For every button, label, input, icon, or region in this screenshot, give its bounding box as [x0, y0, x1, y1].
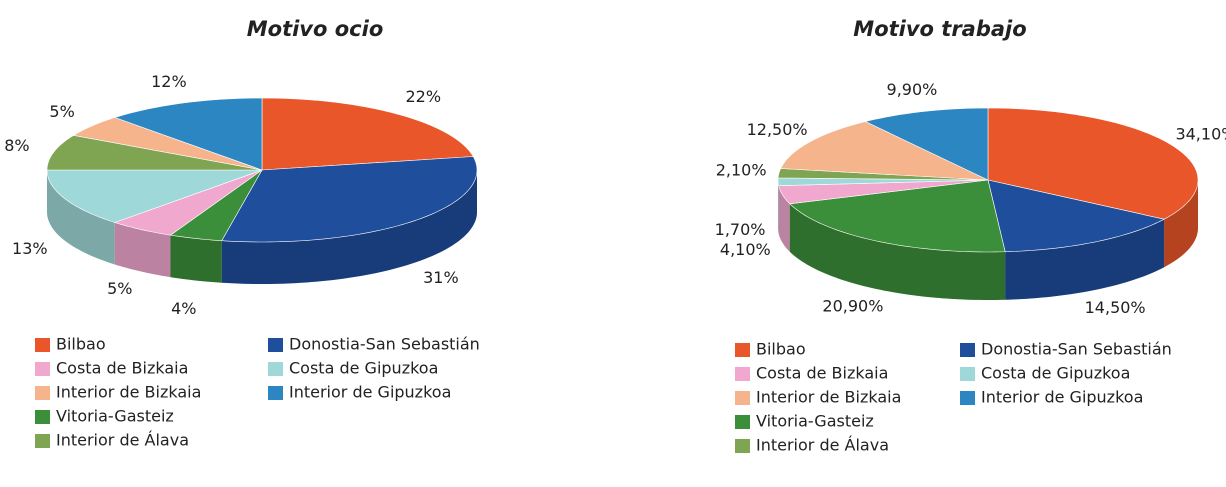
legend-label: Bilbao	[756, 340, 806, 359]
slice	[113, 97, 263, 171]
slice	[261, 97, 474, 171]
data-label: 22%	[405, 87, 441, 106]
legend-swatch	[268, 338, 283, 352]
legend-swatch	[35, 386, 50, 400]
slice	[778, 179, 989, 205]
data-label: 12%	[151, 72, 187, 91]
slice	[864, 107, 989, 181]
legend-label: Interior de Álava	[56, 431, 189, 450]
legend-swatch	[960, 343, 975, 357]
slice-side-shade	[170, 235, 222, 283]
slice	[169, 169, 263, 242]
legend-label: Vitoria-Gasteiz	[56, 407, 174, 426]
legend-label: Donostia-San Sebastián	[289, 335, 480, 354]
legend-swatch	[960, 367, 975, 381]
slice-side-shade	[1164, 180, 1198, 268]
slice-side-shade	[1005, 219, 1165, 300]
slice	[987, 179, 1165, 253]
slice-side	[170, 235, 222, 283]
slice-side	[778, 180, 779, 234]
slice-side-shade	[221, 170, 477, 284]
data-label: 13%	[12, 239, 48, 258]
data-label: 1,70%	[715, 220, 766, 239]
chart-title: Motivo trabajo	[853, 17, 1026, 41]
slice-side	[47, 170, 115, 265]
legend-swatch	[268, 362, 283, 376]
legend-swatch	[735, 391, 750, 405]
data-label: 5%	[107, 279, 132, 298]
slice	[46, 169, 263, 223]
legend-label: Interior de Álava	[756, 436, 889, 455]
data-label: 20,90%	[822, 296, 883, 315]
legend-swatch	[268, 386, 283, 400]
data-label: 4%	[171, 299, 196, 318]
slice-side-shade	[47, 170, 115, 265]
legend-swatch	[735, 343, 750, 357]
legend-label: Interior de Gipuzkoa	[981, 388, 1143, 407]
legend-label: Donostia-San Sebastián	[981, 340, 1172, 359]
legend-label: Costa de Bizkaia	[56, 359, 188, 378]
slice	[113, 169, 263, 236]
legend-swatch	[35, 410, 50, 424]
slice-side	[789, 203, 1006, 300]
data-label: 9,90%	[887, 80, 938, 99]
legend-swatch	[35, 338, 50, 352]
chart-title: Motivo ocio	[247, 17, 384, 41]
legend-swatch	[35, 434, 50, 448]
slice-side-shade	[778, 185, 790, 252]
data-label: 12,50%	[747, 120, 808, 139]
slice-side-shade	[789, 203, 1006, 300]
legend-label: Interior de Bizkaia	[756, 388, 901, 407]
slice-side	[114, 222, 171, 278]
legend-swatch	[35, 362, 50, 376]
data-label: 4,10%	[720, 240, 771, 259]
legend-label: Costa de Gipuzkoa	[981, 364, 1130, 383]
legend-label: Costa de Gipuzkoa	[289, 359, 438, 378]
slice	[789, 179, 1006, 253]
legend-label: Bilbao	[56, 335, 106, 354]
legend-swatch	[960, 391, 975, 405]
data-label: 14,50%	[1085, 298, 1146, 317]
slice-side	[778, 185, 790, 252]
legend-swatch	[735, 367, 750, 381]
data-label: 31%	[423, 268, 459, 287]
slice	[221, 156, 478, 243]
legend-label: Interior de Gipuzkoa	[289, 383, 451, 402]
slice-side	[221, 170, 477, 284]
legend-swatch	[735, 415, 750, 429]
slice-side-shade	[778, 180, 779, 234]
slice	[46, 134, 263, 171]
slice-side	[1005, 219, 1165, 300]
data-label: 5%	[49, 102, 74, 121]
slice	[780, 121, 989, 181]
legend-swatch	[735, 439, 750, 453]
slice-side	[1164, 180, 1198, 268]
data-label: 34,10%	[1175, 125, 1226, 144]
slice	[72, 117, 263, 171]
data-label: 2,10%	[716, 161, 767, 180]
data-label: 8%	[4, 136, 29, 155]
legend-label: Vitoria-Gasteiz	[756, 412, 874, 431]
slice-side-shade	[114, 222, 171, 278]
legend-label: Costa de Bizkaia	[756, 364, 888, 383]
legend-label: Interior de Bizkaia	[56, 383, 201, 402]
